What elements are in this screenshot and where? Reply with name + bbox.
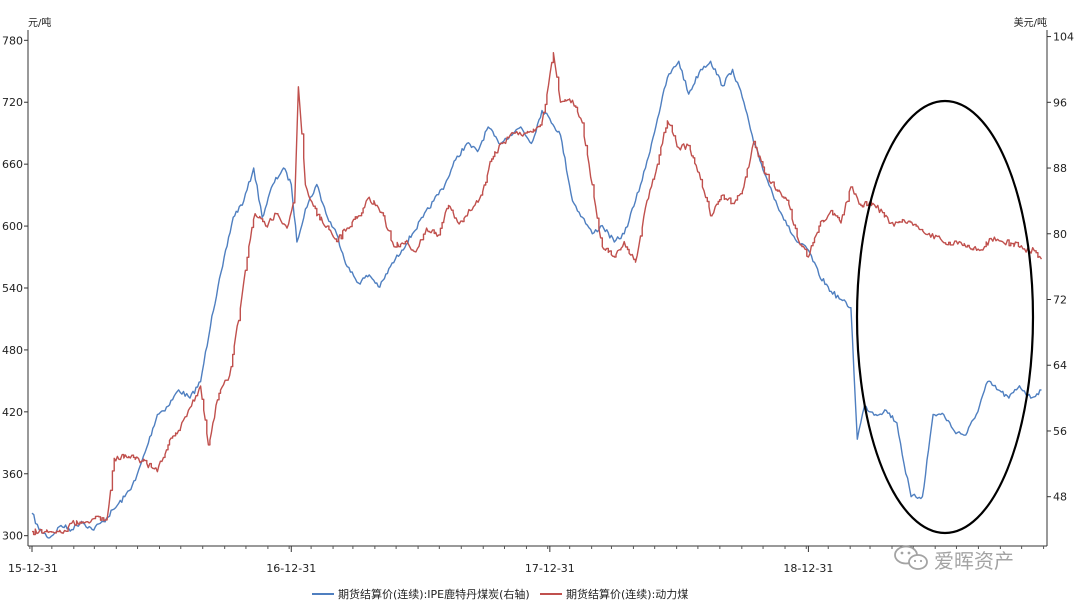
right-tick-label: 80 — [1053, 228, 1067, 241]
legend-label-ipe: 期货结算价(连续):IPE鹿特丹煤炭(右轴) — [338, 587, 530, 601]
highlight-ellipse — [855, 99, 1035, 535]
legend-label-thermal-coal: 期货结算价(连续):动力煤 — [566, 587, 688, 601]
x-tick-label: 18-12-31 — [783, 562, 833, 575]
left-tick-label: 600 — [2, 220, 23, 233]
wechat-icon — [894, 545, 928, 570]
watermark: 爱晖资产 — [894, 545, 1014, 573]
right-tick-label: 72 — [1053, 294, 1067, 307]
left-axis-unit: 元/吨 — [28, 16, 51, 29]
left-tick-label: 480 — [2, 344, 23, 357]
series-line-ipe-rotterdam-coal — [31, 60, 1042, 539]
right-tick-label: 104 — [1053, 31, 1074, 44]
right-tick-label: 56 — [1053, 425, 1067, 438]
series-layer — [31, 52, 1043, 539]
x-axis-minor-ticks — [29, 546, 1045, 549]
right-axis-unit: 美元/吨 — [1014, 16, 1047, 29]
left-axis-ticks: 780 720 660 600 540 480 420 360 300 — [2, 34, 28, 543]
right-tick-label: 48 — [1053, 491, 1067, 504]
left-tick-label: 720 — [2, 96, 23, 109]
left-tick-label: 300 — [2, 530, 23, 543]
right-tick-label: 64 — [1053, 359, 1067, 372]
left-tick-label: 360 — [2, 468, 23, 481]
right-axis-ticks: 104 96 88 80 72 64 56 48 — [1047, 31, 1074, 504]
left-tick-label: 780 — [2, 34, 23, 47]
series-line-thermal-coal — [32, 52, 1043, 536]
x-tick-label: 17-12-31 — [525, 562, 575, 575]
right-tick-label: 96 — [1053, 96, 1067, 109]
x-tick-label: 15-12-31 — [8, 562, 58, 575]
right-tick-label: 88 — [1053, 162, 1067, 175]
watermark-text: 爱晖资产 — [934, 549, 1014, 573]
left-tick-label: 660 — [2, 158, 23, 171]
left-tick-label: 420 — [2, 406, 23, 419]
left-tick-label: 540 — [2, 282, 23, 295]
x-tick-label: 16-12-31 — [266, 562, 316, 575]
legend: 期货结算价(连续):IPE鹿特丹煤炭(右轴) 期货结算价(连续):动力煤 — [312, 587, 688, 601]
x-axis-ticks: 15-12-31 16-12-31 17-12-31 18-12-31 — [8, 546, 833, 575]
